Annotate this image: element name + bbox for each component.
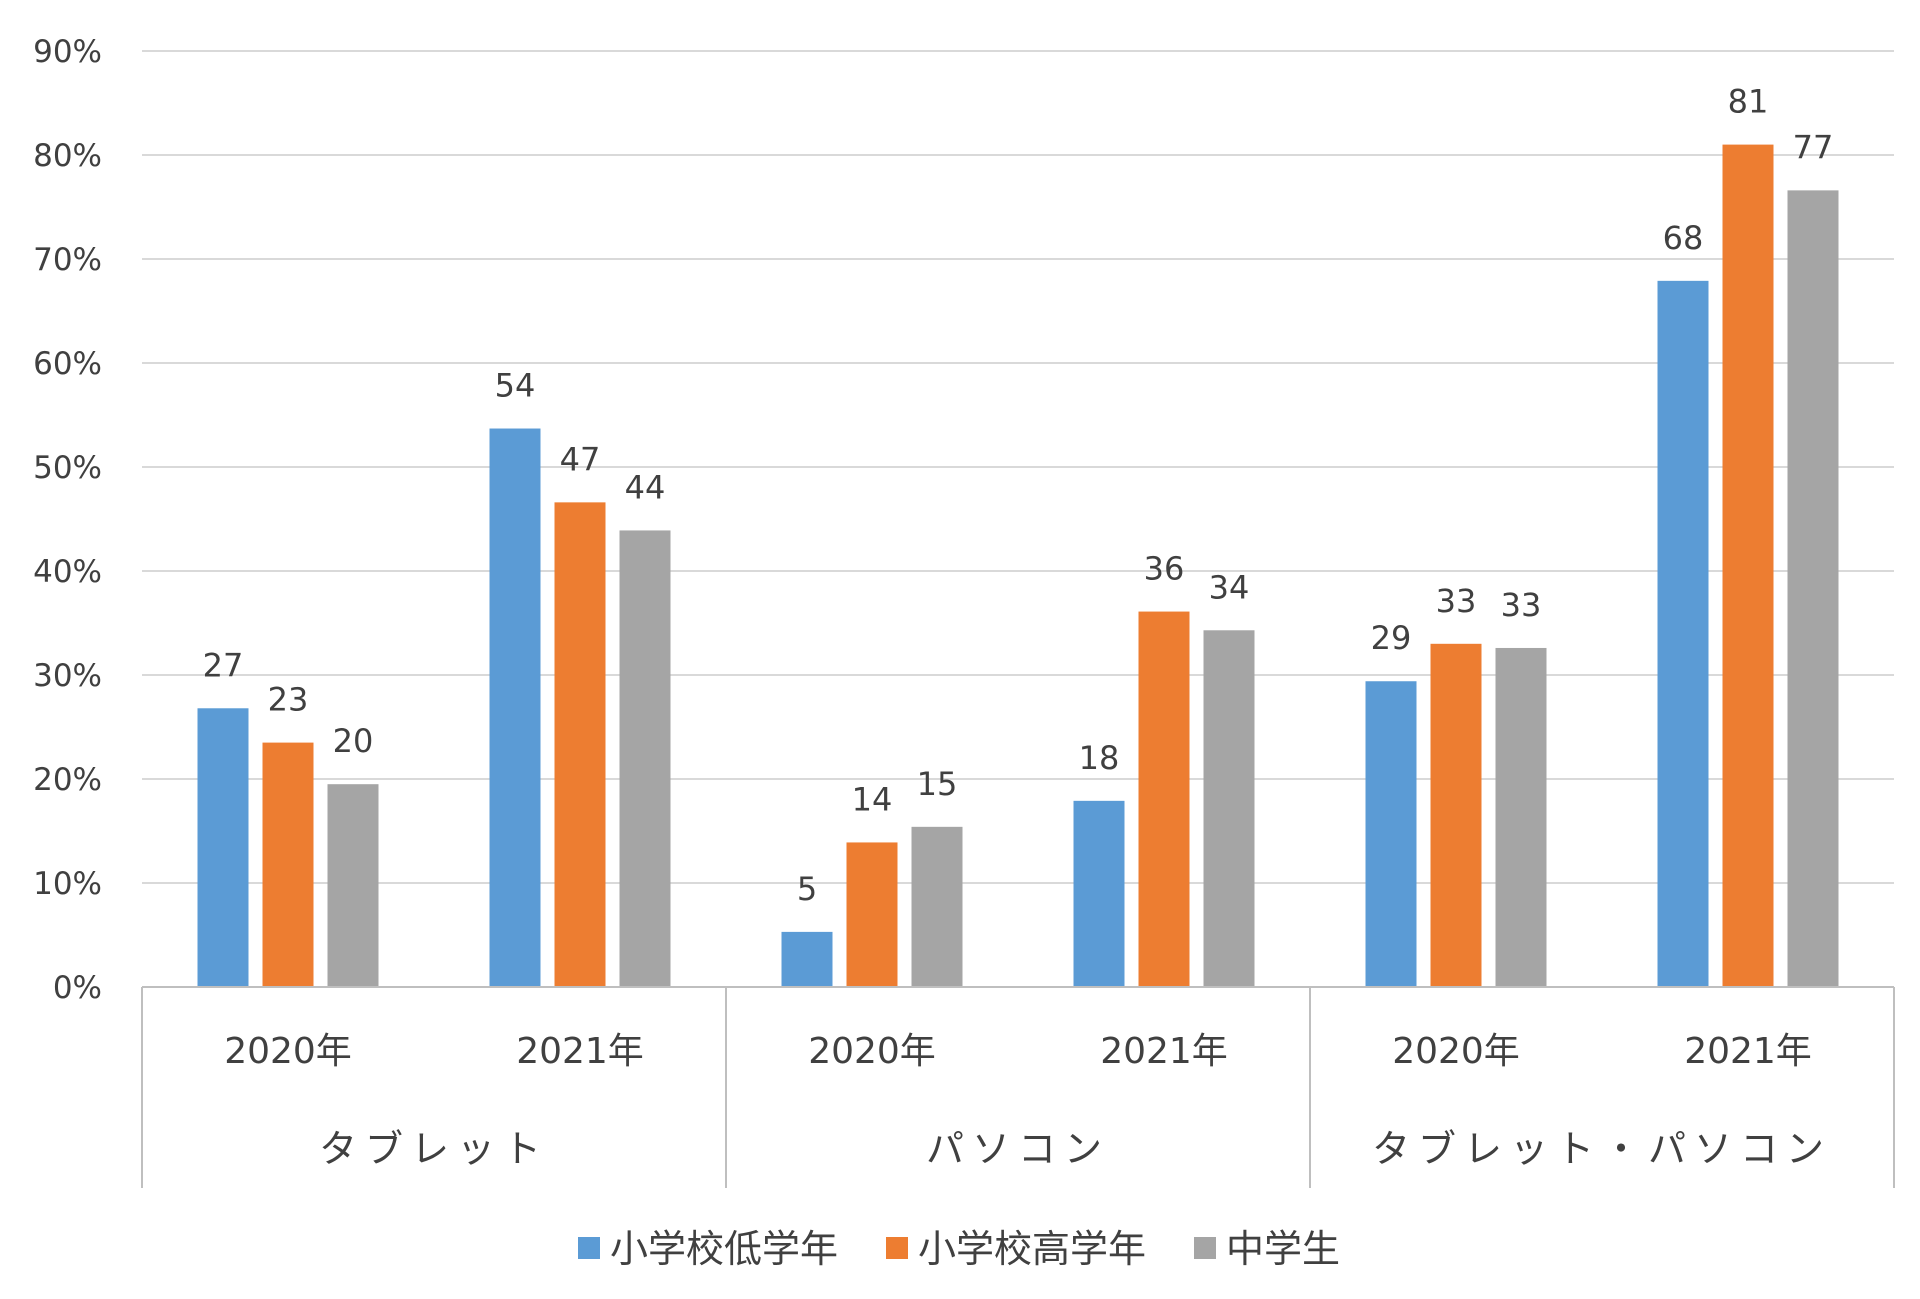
bar: [1073, 800, 1125, 987]
data-label: 18: [1079, 739, 1120, 777]
y-tick-label: 80%: [33, 138, 102, 174]
x-tick-label: 2020年: [1392, 1031, 1520, 1072]
group-label: タブレット: [319, 1127, 549, 1171]
bar: [1203, 630, 1255, 987]
bar: [489, 428, 541, 987]
data-label: 14: [852, 780, 893, 818]
data-label: 29: [1371, 619, 1412, 657]
legend-swatch: [578, 1237, 600, 1259]
x-tick-label: 2021年: [1684, 1031, 1812, 1072]
data-label: 68: [1663, 219, 1704, 257]
data-label: 54: [495, 367, 536, 405]
data-label: 27: [203, 646, 244, 684]
y-tick-label: 90%: [33, 34, 102, 70]
gridlines: [142, 50, 1894, 884]
bar: [1365, 681, 1417, 987]
legend-label: 小学校高学年: [918, 1227, 1146, 1271]
y-tick-label: 20%: [33, 762, 102, 798]
bar: [554, 502, 606, 987]
bar: [1430, 643, 1482, 987]
data-label: 81: [1728, 83, 1769, 121]
legend-swatch: [1194, 1237, 1216, 1259]
data-label: 23: [268, 681, 309, 719]
bar: [1138, 611, 1190, 987]
y-tick-label: 30%: [33, 658, 102, 694]
x-tick-label: 2021年: [1100, 1031, 1228, 1072]
data-label: 77: [1793, 128, 1834, 166]
bar: [781, 931, 833, 987]
legend-swatch: [886, 1237, 908, 1259]
data-label: 15: [917, 765, 958, 803]
bar: [846, 842, 898, 987]
x-tick-label: 2020年: [808, 1031, 936, 1072]
data-label: 47: [560, 440, 601, 478]
data-label: 33: [1501, 586, 1542, 624]
y-tick-label: 0%: [53, 970, 102, 1006]
data-labels: 27 23 20 54 47 44 5 14 15 18 36 34 29 33 33 68 81 77: [203, 83, 1834, 908]
y-axis-ticks: 0% 10% 20% 30% 40% 50% 60% 70% 80% 90%: [33, 34, 102, 1006]
bars: [197, 144, 1839, 988]
legend: 小学校低学年 小学校高学年 中学生: [578, 1227, 1340, 1271]
bar: [1657, 280, 1709, 988]
y-tick-label: 60%: [33, 346, 102, 382]
bar: [1495, 647, 1547, 987]
x-tick-label: 2020年: [224, 1031, 352, 1072]
x-tick-label: 2021年: [516, 1031, 644, 1072]
y-tick-label: 70%: [33, 242, 102, 278]
data-label: 36: [1144, 550, 1185, 588]
bar: [197, 708, 249, 987]
bar: [327, 784, 379, 987]
bar: [1722, 144, 1774, 988]
y-tick-label: 50%: [33, 450, 102, 486]
legend-label: 小学校低学年: [610, 1227, 838, 1271]
group-label: タブレット・パソコン: [1372, 1127, 1832, 1171]
bar: [262, 742, 314, 987]
bar: [1787, 190, 1839, 988]
legend-label: 中学生: [1226, 1227, 1340, 1271]
y-tick-label: 40%: [33, 554, 102, 590]
data-label: 34: [1209, 568, 1250, 606]
bar: [911, 826, 963, 987]
data-label: 44: [625, 468, 666, 506]
data-label: 5: [797, 870, 817, 908]
data-label: 33: [1436, 582, 1477, 620]
group-label: パソコン: [926, 1127, 1110, 1171]
data-label: 20: [333, 722, 374, 760]
y-tick-label: 10%: [33, 866, 102, 902]
bar: [619, 530, 671, 987]
